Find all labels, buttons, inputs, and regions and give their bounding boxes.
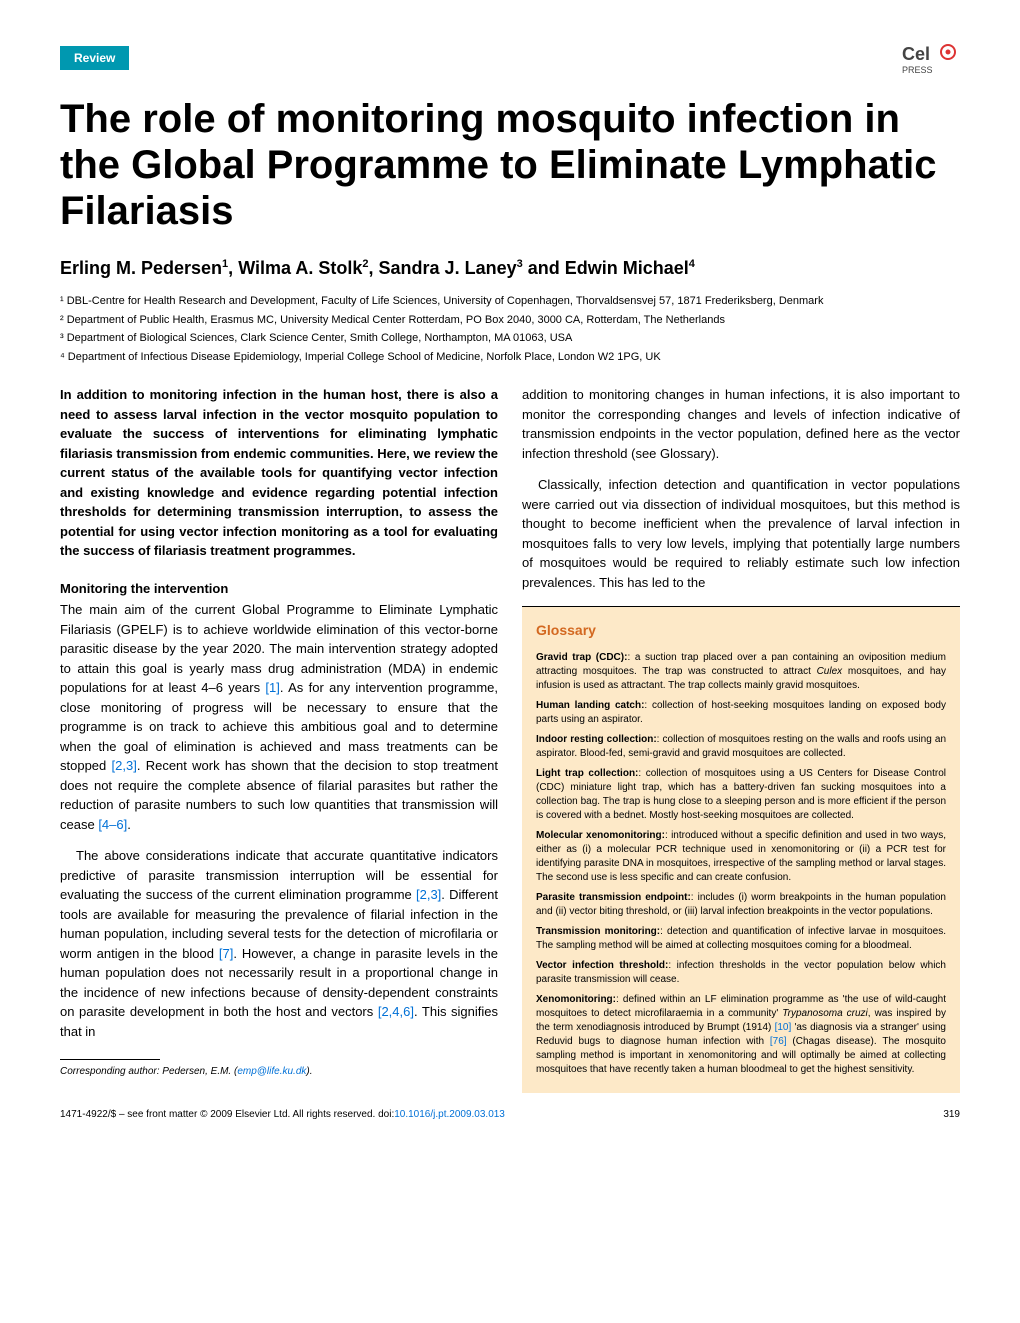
corresponding-author-footnote: Corresponding author: Pedersen, E.M. (em…	[60, 1064, 498, 1079]
affiliation-4: ⁴ Department of Infectious Disease Epide…	[60, 349, 960, 366]
footnote-email[interactable]: emp@life.ku.dk	[237, 1066, 306, 1077]
author-3-sup: 3	[517, 258, 523, 270]
author-2: Wilma A. Stolk	[238, 258, 362, 278]
svg-text:Cel: Cel	[902, 44, 930, 64]
abstract: In addition to monitoring infection in t…	[60, 385, 498, 561]
header-bar: Review Cel PRESS	[60, 40, 960, 76]
cellpress-logo-icon: Cel PRESS	[900, 40, 960, 76]
section-heading-1: Monitoring the intervention	[60, 579, 498, 599]
footer-copyright: 1471-4922/$ – see front matter © 2009 El…	[60, 1109, 394, 1120]
ref-4-6[interactable]: [4–6]	[98, 817, 127, 832]
col2-para-1: addition to monitoring changes in human …	[522, 385, 960, 463]
affiliation-2: ² Department of Public Health, Erasmus M…	[60, 312, 960, 329]
paragraph-1: The main aim of the current Global Progr…	[60, 600, 498, 834]
body-columns: In addition to monitoring infection in t…	[60, 385, 960, 1093]
ref-2-3b[interactable]: [2,3]	[416, 887, 441, 902]
article-title: The role of monitoring mosquito infectio…	[60, 96, 960, 234]
footer-bar: 1471-4922/$ – see front matter © 2009 El…	[60, 1109, 960, 1120]
ref-2-4-6[interactable]: [2,4,6]	[378, 1004, 414, 1019]
authors-line: Erling M. Pedersen1, Wilma A. Stolk2, Sa…	[60, 258, 960, 279]
author-1-sup: 1	[222, 258, 228, 270]
author-and: and	[528, 258, 560, 278]
column-right: addition to monitoring changes in human …	[522, 385, 960, 1093]
affiliation-1: ¹ DBL-Centre for Health Research and Dev…	[60, 293, 960, 310]
glossary-entry: Transmission monitoring:: detection and …	[536, 925, 946, 953]
footnote-close: ).	[306, 1066, 312, 1077]
glossary-entry: Xenomonitoring:: defined within an LF el…	[536, 993, 946, 1077]
author-4: Edwin Michael	[565, 258, 689, 278]
glossary-entry: Human landing catch:: collection of host…	[536, 699, 946, 727]
col2-para-2: Classically, infection detection and qua…	[522, 475, 960, 592]
author-1: Erling M. Pedersen	[60, 258, 222, 278]
footnote-name: Pedersen, E.M. (	[160, 1066, 238, 1077]
ref-1[interactable]: [1]	[265, 680, 279, 695]
paragraph-2: The above considerations indicate that a…	[60, 846, 498, 1041]
author-2-sup: 2	[362, 258, 368, 270]
glossary-box: Glossary Gravid trap (CDC):: a suction t…	[522, 606, 960, 1093]
para1-text-d: .	[127, 817, 131, 832]
glossary-entry: Parasite transmission endpoint:: include…	[536, 891, 946, 919]
glossary-entry: Molecular xenomonitoring:: introduced wi…	[536, 829, 946, 885]
footnote-divider	[60, 1059, 160, 1060]
footer-left: 1471-4922/$ – see front matter © 2009 El…	[60, 1109, 505, 1120]
ref-7[interactable]: [7]	[219, 946, 233, 961]
ref-2-3[interactable]: [2,3]	[112, 758, 137, 773]
glossary-entry: Vector infection threshold:: infection t…	[536, 959, 946, 987]
glossary-title: Glossary	[536, 621, 946, 641]
review-badge: Review	[60, 46, 129, 70]
page-number: 319	[943, 1109, 960, 1120]
footnote-label: Corresponding author:	[60, 1066, 160, 1077]
affiliations: ¹ DBL-Centre for Health Research and Dev…	[60, 293, 960, 365]
svg-text:PRESS: PRESS	[902, 65, 933, 75]
affiliation-3: ³ Department of Biological Sciences, Cla…	[60, 330, 960, 347]
glossary-entry: Gravid trap (CDC):: a suction trap place…	[536, 651, 946, 693]
column-left: In addition to monitoring infection in t…	[60, 385, 498, 1093]
glossary-entry: Light trap collection:: collection of mo…	[536, 767, 946, 823]
footer-doi[interactable]: 10.1016/j.pt.2009.03.013	[394, 1109, 505, 1120]
cellpress-logo: Cel PRESS	[900, 40, 960, 76]
author-3: Sandra J. Laney	[379, 258, 517, 278]
glossary-entries: Gravid trap (CDC):: a suction trap place…	[536, 651, 946, 1077]
glossary-entry: Indoor resting collection:: collection o…	[536, 733, 946, 761]
author-4-sup: 4	[689, 258, 695, 270]
